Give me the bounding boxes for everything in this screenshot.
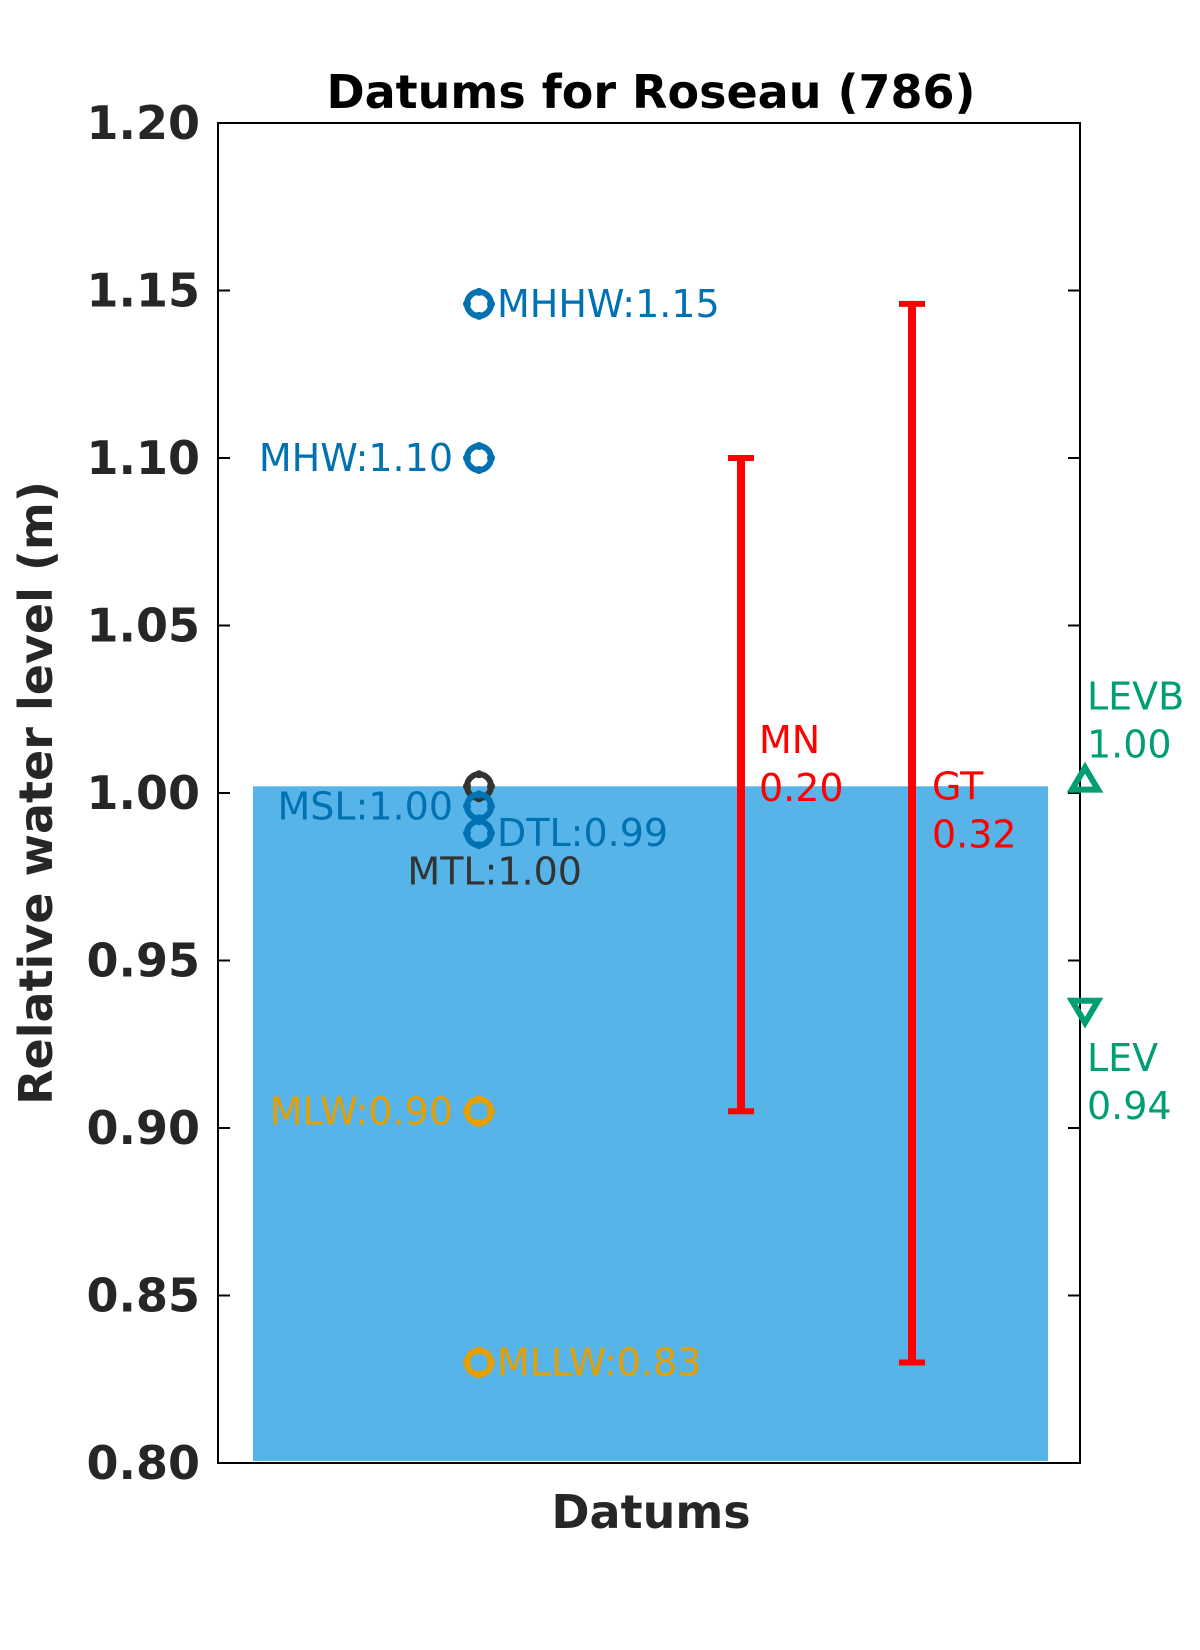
datum-marker-dot (475, 1095, 483, 1104)
range-label-value: 0.20 (759, 766, 844, 810)
datum-label: MLLW:0.83 (497, 1341, 701, 1385)
range-bar-gt: GT0.32 (899, 300, 1017, 1366)
y-tick-label: 1.05 (87, 599, 201, 653)
extreme-marker (1066, 997, 1104, 1029)
extreme-label-value: 0.94 (1087, 1084, 1172, 1128)
datum-marker-group: DTL:0.99 (463, 811, 668, 855)
y-tick-label: 0.80 (87, 1436, 201, 1490)
datum-marker-dot (475, 1346, 483, 1355)
datum-marker-dot (463, 802, 471, 811)
datum-marker-dot (487, 454, 495, 462)
datum-marker-dot (487, 299, 495, 308)
datum-marker-dot (463, 299, 471, 308)
datum-marker-dot (475, 817, 483, 826)
datum-label: MHHW:1.15 (497, 282, 720, 326)
chart-title: Datums for Roseau (786) (326, 65, 975, 119)
datum-marker-dot (475, 1119, 483, 1128)
y-axis-ticks: 0.80 0.85 0.90 0.95 1.00 1.05 1.10 1.15 1.20 (87, 96, 1080, 1490)
range-label-value: 0.32 (932, 813, 1017, 857)
datum-marker-dot (487, 1107, 495, 1116)
y-tick-label: 1.20 (87, 96, 201, 150)
x-axis-label: Datums (551, 1485, 750, 1539)
datum-marker-dot (475, 1370, 483, 1379)
range-bars-layer: MN0.20 GT0.32 (728, 300, 1017, 1366)
datum-label: MTL:1.00 (407, 849, 582, 893)
y-tick-label: 0.90 (87, 1101, 201, 1155)
extreme-label-name: LEVB (1087, 675, 1184, 719)
datum-marker-group: MLW:0.90 (270, 1089, 495, 1133)
datum-markers-layer: MHHW:1.15 MHW:1.10 MTL:1.00 MSL:1.00 DTL:0.9… (259, 282, 720, 1385)
datum-marker-dot (487, 1358, 495, 1367)
range-label-name: MN (759, 718, 820, 762)
datum-marker-dot (475, 790, 483, 799)
range-label-name: GT (932, 765, 984, 809)
y-tick-label: 0.85 (87, 1269, 201, 1323)
datum-marker-dot (487, 802, 495, 811)
datum-marker-dot (463, 454, 471, 462)
y-tick-label: 1.10 (87, 431, 201, 485)
extreme-marker (1066, 761, 1104, 793)
datum-marker-dot (487, 829, 495, 838)
y-axis-label: Relative water level (m) (9, 481, 63, 1105)
datum-marker-group: MLLW:0.83 (463, 1341, 701, 1385)
datum-marker-dot (463, 1358, 471, 1367)
datum-marker-dot (475, 442, 483, 450)
datum-marker-dot (463, 829, 471, 838)
datum-marker-dot (487, 782, 495, 791)
datum-marker-group: MHW:1.10 (259, 436, 495, 480)
datum-label: MSL:1.00 (278, 784, 454, 828)
y-tick-label: 1.15 (87, 264, 201, 318)
datum-marker-dot (475, 311, 483, 320)
datum-marker-dot (475, 841, 483, 850)
extreme-label-name: LEV (1087, 1036, 1158, 1080)
datum-label: DTL:0.99 (497, 811, 668, 855)
datum-label: MLW:0.90 (270, 1089, 453, 1133)
range-bar-mn: MN0.20 (728, 455, 844, 1115)
y-tick-label: 0.95 (87, 934, 201, 988)
datum-marker-group: MHHW:1.15 (463, 282, 720, 326)
extreme-label-value: 1.00 (1087, 723, 1172, 767)
datum-marker-dot (475, 466, 483, 474)
datum-label: MHW:1.10 (259, 436, 453, 480)
datum-marker-dot (463, 1107, 471, 1116)
datum-marker-dot (475, 287, 483, 296)
datum-marker-dot (463, 782, 471, 791)
datum-marker-dot (475, 770, 483, 779)
y-tick-label: 1.00 (87, 766, 201, 820)
